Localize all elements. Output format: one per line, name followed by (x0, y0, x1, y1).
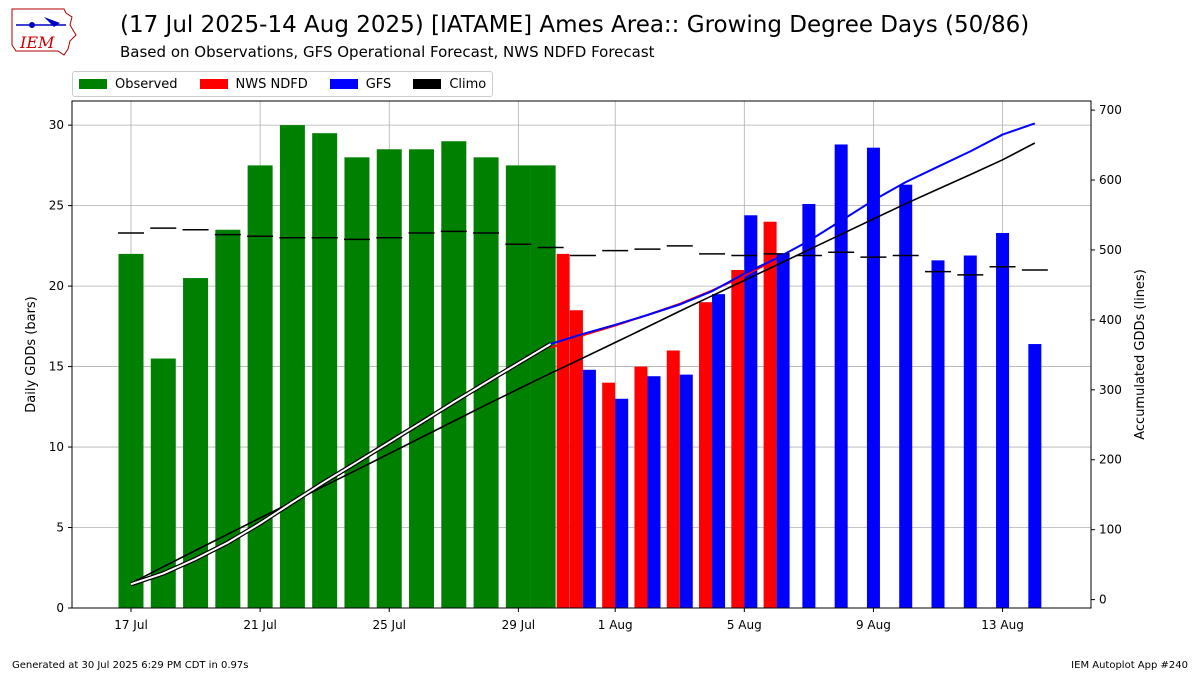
legend-swatch-climo (413, 79, 442, 89)
footer-generated: Generated at 30 Jul 2025 6:29 PM CDT in … (12, 660, 249, 671)
y2tick-label-3: 300 (1099, 383, 1122, 397)
bar-observed-3 (215, 229, 241, 608)
bar-gfs-5 (744, 215, 758, 608)
ytick-label-0: 0 (56, 601, 64, 615)
bar-observed-7 (344, 157, 370, 609)
legend-item-gfs: GFS (329, 76, 392, 92)
bar-gfs-7 (802, 204, 816, 608)
bar-gfs-14 (1028, 344, 1042, 608)
bar-gfs-6 (776, 253, 790, 608)
bar-ndfd-1 (569, 310, 583, 608)
y2-axis-label: Accumulated GDDs (lines) (1133, 269, 1148, 440)
bar-observed-8 (376, 149, 402, 609)
bar-gfs-1 (615, 398, 629, 608)
bar-observed-4 (247, 165, 273, 608)
legend-swatch-observed (79, 79, 107, 89)
legend-swatch-gfs (329, 79, 358, 89)
xtick-label-4: 1 Aug (598, 618, 633, 632)
legend-item-observed: Observed (79, 77, 178, 92)
bar-observed-13 (530, 165, 556, 608)
line-gfs-accum (550, 122, 1036, 345)
y2tick-label-0: 0 (1099, 593, 1107, 607)
chart-subtitle: Based on Observations, GFS Operational F… (120, 43, 655, 61)
bar-gfs-3 (679, 374, 693, 608)
bar-observed-9 (409, 149, 435, 609)
bar-gfs-0 (582, 369, 596, 608)
bar-observed-12 (505, 165, 531, 608)
bar-gfs-2 (647, 376, 661, 608)
legend-label-gfs: GFS (365, 76, 392, 92)
bar-gfs-9 (866, 147, 880, 608)
bar-observed-5 (279, 125, 305, 609)
bar-gfs-8 (834, 144, 848, 608)
xtick-label-3: 29 Jul (502, 618, 536, 632)
legend-label-ndfd: NWS NDFD (235, 76, 308, 92)
legend-label-observed: Observed (115, 76, 178, 92)
xtick-label-7: 13 Aug (981, 618, 1024, 632)
y2tick-label-5: 500 (1099, 243, 1122, 257)
y2tick-label-1: 100 (1099, 523, 1122, 537)
ytick-label-3: 15 (49, 360, 64, 374)
bar-observed-6 (312, 133, 338, 608)
footer-app: IEM Autoplot App #240 (1071, 660, 1188, 671)
bar-gfs-13 (996, 232, 1010, 608)
bar-ndfd-0 (556, 253, 570, 608)
legend-item-ndfd: NWS NDFD (199, 76, 308, 92)
bar-observed-10 (441, 141, 467, 608)
ytick-label-4: 20 (49, 279, 64, 293)
bar-ndfd-7 (763, 221, 777, 608)
bar-ndfd-5 (699, 302, 713, 608)
legend-item-climo: Climo (413, 77, 486, 92)
bar-ndfd-4 (666, 350, 680, 608)
bar-gfs-12 (963, 255, 977, 608)
plot-frame (71, 100, 1092, 609)
chart-title: (17 Jul 2025-14 Aug 2025) [IATAME] Ames … (120, 12, 1030, 38)
bar-ndfd-6 (731, 270, 745, 608)
xtick-label-6: 9 Aug (856, 618, 891, 632)
ytick-label-2: 10 (49, 440, 64, 454)
bar-gfs-11 (931, 260, 945, 608)
xtick-label-1: 21 Jul (243, 618, 277, 632)
bar-ndfd-2 (602, 382, 616, 608)
legend: Observed NWS NDFD GFS Climo (72, 71, 494, 97)
y2tick-label-2: 200 (1099, 453, 1122, 467)
y-axis-label: Daily GDDs (bars) (24, 296, 39, 413)
ytick-label-5: 25 (49, 199, 64, 213)
xtick-label-2: 25 Jul (372, 618, 406, 632)
bar-gfs-10 (899, 184, 913, 608)
bar-ndfd-3 (634, 366, 648, 608)
xtick-label-0: 17 Jul (114, 618, 148, 632)
bar-gfs-4 (712, 294, 726, 608)
legend-swatch-ndfd (199, 79, 228, 89)
bar-observed-0 (118, 253, 144, 608)
xtick-label-5: 5 Aug (727, 618, 762, 632)
y2tick-label-6: 600 (1099, 173, 1122, 187)
line-observed-accum (130, 343, 552, 586)
ytick-label-1: 5 (56, 521, 64, 535)
iem-logo: IEM (6, 5, 82, 59)
ytick-label-6: 30 (49, 118, 64, 132)
legend-label-climo: Climo (449, 76, 487, 92)
y2tick-label-7: 700 (1099, 103, 1122, 117)
y2tick-label-4: 400 (1099, 313, 1122, 327)
svg-text:IEM: IEM (19, 33, 55, 52)
